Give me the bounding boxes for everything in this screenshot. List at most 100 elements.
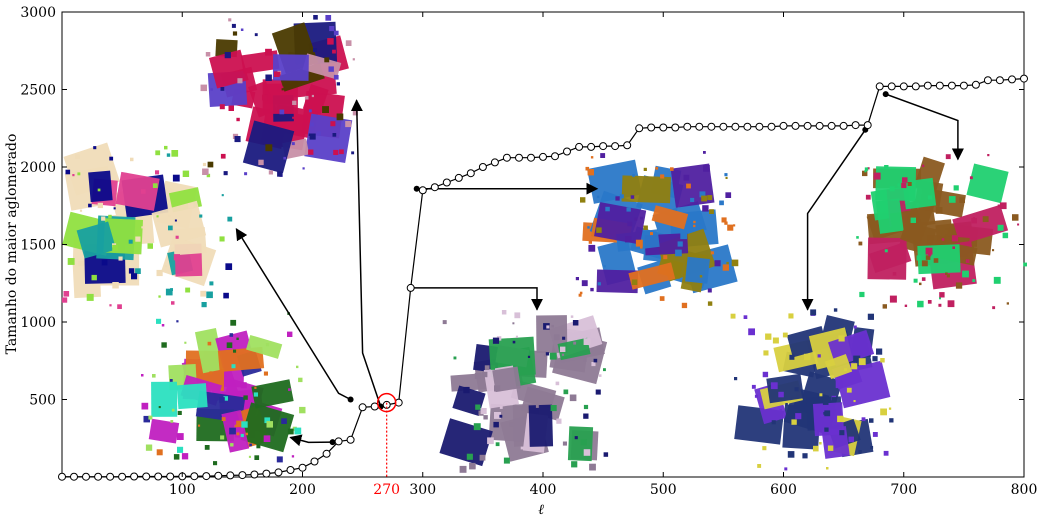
cluster-speck <box>683 174 690 181</box>
cluster-speck <box>643 225 648 230</box>
y-axis-label: Tamanho do maior aglomerado <box>4 134 20 355</box>
data-point <box>947 81 956 90</box>
x-tick-label: 300 <box>409 482 436 498</box>
data-point <box>551 152 559 161</box>
cluster-map-pre-threshold-left <box>61 142 233 309</box>
cluster-speck <box>987 154 990 157</box>
data-point <box>851 121 860 130</box>
cluster-speck <box>155 170 160 175</box>
cluster-speck <box>913 278 918 283</box>
cluster-speck <box>276 71 281 76</box>
data-point <box>887 82 896 91</box>
cluster-speck <box>782 332 788 338</box>
cluster-speck <box>583 338 591 345</box>
cluster-speck <box>575 277 579 281</box>
cluster-patch <box>115 171 160 211</box>
cluster-speck <box>583 413 589 419</box>
cluster-speck <box>675 249 682 257</box>
cluster-speck <box>605 206 610 212</box>
cluster-speck <box>864 167 869 171</box>
cluster-patch <box>875 166 917 201</box>
cluster-speck <box>655 166 659 170</box>
y-tick-label: 2000 <box>20 160 56 176</box>
data-point <box>611 142 620 151</box>
cluster-speck <box>794 387 799 392</box>
cluster-speck <box>784 467 788 471</box>
data-point <box>659 123 668 132</box>
cluster-speck <box>499 406 503 409</box>
cluster-speck <box>933 258 939 263</box>
cluster-speck <box>141 402 149 410</box>
cluster-speck <box>579 291 583 295</box>
cluster-speck <box>463 386 470 394</box>
cluster-patch <box>240 50 280 74</box>
cluster-speck <box>484 365 490 370</box>
cluster-speck <box>861 417 866 422</box>
cluster-speck <box>997 224 1004 231</box>
cluster-speck <box>585 166 590 171</box>
cluster-speck <box>571 461 578 468</box>
x-axis-label: ℓ <box>538 502 544 518</box>
cluster-speck <box>515 335 518 338</box>
cluster-speck <box>663 255 668 260</box>
cluster-speck <box>229 427 236 435</box>
cluster-speck <box>512 340 516 344</box>
cluster-speck <box>487 437 494 445</box>
cluster-speck <box>161 324 165 327</box>
cluster-speck <box>703 151 706 154</box>
cluster-speck <box>67 258 75 265</box>
cluster-speck <box>873 259 876 262</box>
data-point <box>995 76 1004 85</box>
cluster-speck <box>838 335 845 342</box>
cluster-speck <box>288 388 291 391</box>
cluster-speck <box>234 136 241 143</box>
data-point <box>142 472 151 481</box>
cluster-speck <box>224 52 231 59</box>
cluster-speck <box>867 313 874 320</box>
cluster-speck <box>210 88 213 91</box>
cluster-speck <box>827 363 831 367</box>
cluster-speck <box>180 271 183 274</box>
cluster-speck <box>520 446 524 450</box>
cluster-speck <box>962 270 969 278</box>
data-point <box>358 403 367 412</box>
cluster-speck <box>474 372 481 379</box>
cluster-speck <box>897 183 901 187</box>
y-tick-label: 3000 <box>20 5 56 21</box>
cluster-speck <box>902 177 908 183</box>
cluster-speck <box>182 170 190 177</box>
cluster-speck <box>952 246 955 249</box>
x-axis: 100 200 300 400 500 600 700 800 <box>169 12 1037 498</box>
cluster-speck <box>702 205 709 212</box>
data-point <box>106 472 115 481</box>
cluster-speck <box>619 194 624 199</box>
connector-arrow <box>885 93 964 161</box>
cluster-speck <box>231 364 236 369</box>
x-tick-label: 200 <box>289 482 316 498</box>
cluster-speck <box>333 30 339 36</box>
cluster-speck <box>859 291 865 298</box>
cluster-speck <box>112 244 118 251</box>
data-point <box>334 437 343 446</box>
cluster-speck <box>109 304 112 307</box>
cluster-speck <box>241 421 248 428</box>
cluster-speck <box>550 405 557 412</box>
data-point <box>70 472 78 481</box>
cluster-speck <box>223 171 228 176</box>
cluster-speck <box>170 420 174 423</box>
cluster-speck <box>223 396 228 401</box>
cluster-speck <box>336 82 340 86</box>
cluster-speck <box>339 149 344 155</box>
cluster-speck <box>941 238 945 241</box>
cluster-speck <box>164 264 168 268</box>
cluster-speck <box>156 449 163 456</box>
cluster-speck <box>333 74 339 80</box>
cluster-speck <box>229 333 234 337</box>
data-point <box>815 121 824 130</box>
connector-dot <box>347 396 354 403</box>
cluster-speck <box>935 207 943 214</box>
cluster-speck <box>240 28 244 31</box>
cluster-speck <box>184 341 187 344</box>
x-tick-label: 500 <box>650 482 677 498</box>
cluster-patch <box>812 402 845 437</box>
